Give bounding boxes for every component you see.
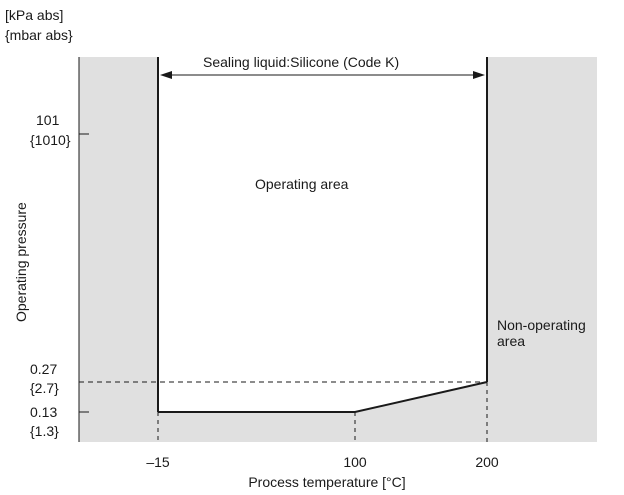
unit-kpa: [kPa abs] [5,7,63,23]
non-operating-label-2: area [497,333,525,349]
non-operating-label-1: Non-operating [497,317,586,333]
y-tick-label-0-13: 0.13 [30,404,57,420]
operating-area-region [158,57,487,412]
x-axis-label: Process temperature [°C] [248,474,405,490]
sealing-label-bg [197,52,459,72]
y-tick-label-0-27: 0.27 [30,361,57,377]
unit-mbar: {mbar abs} [5,27,73,43]
arrow-left-head [160,71,172,79]
x-tick-label-200: 200 [475,454,499,470]
y-tick-sub-0-27: {2.7} [30,380,59,396]
sealing-label: Sealing liquid:Silicone (Code K) [203,54,399,70]
y-axis-label: Operating pressure [13,202,29,322]
x-tick-label-100: 100 [343,454,367,470]
y-tick-sub-101: {1010} [30,132,71,148]
operating-area-label: Operating area [255,176,349,192]
arrow-right-head [473,71,485,79]
x-tick-label-neg15: –15 [146,454,170,470]
y-tick-label-101: 101 [36,112,60,128]
y-tick-sub-0-13: {1.3} [30,423,59,439]
